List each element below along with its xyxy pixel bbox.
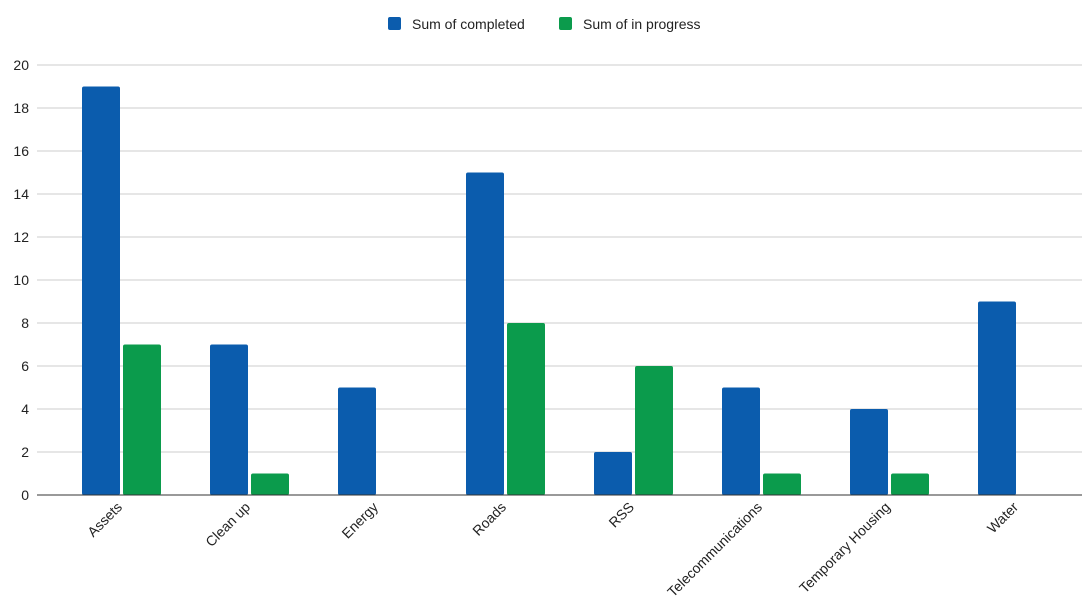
x-category-label: Water [984, 499, 1022, 537]
bar-temporary-housing-sum-of-in-progress [891, 473, 929, 495]
bars [82, 86, 1016, 495]
x-category-label: Clean up [202, 499, 253, 550]
y-tick-label: 16 [13, 143, 29, 159]
y-tick-label: 6 [21, 358, 29, 374]
bar-water-sum-of-completed [978, 301, 1016, 495]
gridlines [37, 64, 1082, 453]
y-tick-label: 20 [13, 57, 29, 73]
y-tick-label: 12 [13, 229, 29, 245]
legend-label: Sum of completed [412, 16, 525, 32]
x-category-label: Telecommunications [664, 499, 765, 600]
legend-swatch [559, 17, 572, 30]
bar-energy-sum-of-completed [338, 387, 376, 495]
bar-telecommunications-sum-of-completed [722, 387, 760, 495]
y-tick-label: 14 [13, 186, 29, 202]
x-category-label: Assets [84, 499, 125, 540]
y-axis-ticks: 0 2 4 6 8 10 12 14 16 18 20 [13, 57, 29, 503]
y-tick-label: 10 [13, 272, 29, 288]
x-category-label: RSS [605, 499, 637, 531]
x-category-label: Roads [469, 499, 509, 539]
y-tick-label: 8 [21, 315, 29, 331]
bar-roads-sum-of-in-progress [507, 323, 545, 495]
x-axis-labels: Assets Clean up Energy Roads RSS Telecommunic… [84, 499, 1021, 600]
y-tick-label: 4 [21, 401, 29, 417]
legend: Sum of completed Sum of in progress [388, 16, 701, 32]
y-tick-label: 0 [21, 487, 29, 503]
bar-telecommunications-sum-of-in-progress [763, 473, 801, 495]
bar-rss-sum-of-completed [594, 452, 632, 495]
bar-rss-sum-of-in-progress [635, 366, 673, 495]
bar-temporary-housing-sum-of-completed [850, 409, 888, 495]
bar-roads-sum-of-completed [466, 172, 504, 495]
legend-swatch [388, 17, 401, 30]
bar-assets-sum-of-in-progress [123, 344, 161, 495]
bar-assets-sum-of-completed [82, 86, 120, 495]
legend-label: Sum of in progress [583, 16, 701, 32]
bar-clean-up-sum-of-in-progress [251, 473, 289, 495]
bar-clean-up-sum-of-completed [210, 344, 248, 495]
x-category-label: Energy [338, 499, 381, 542]
y-tick-label: 18 [13, 100, 29, 116]
x-category-label: Temporary Housing [796, 499, 893, 596]
y-tick-label: 2 [21, 444, 29, 460]
